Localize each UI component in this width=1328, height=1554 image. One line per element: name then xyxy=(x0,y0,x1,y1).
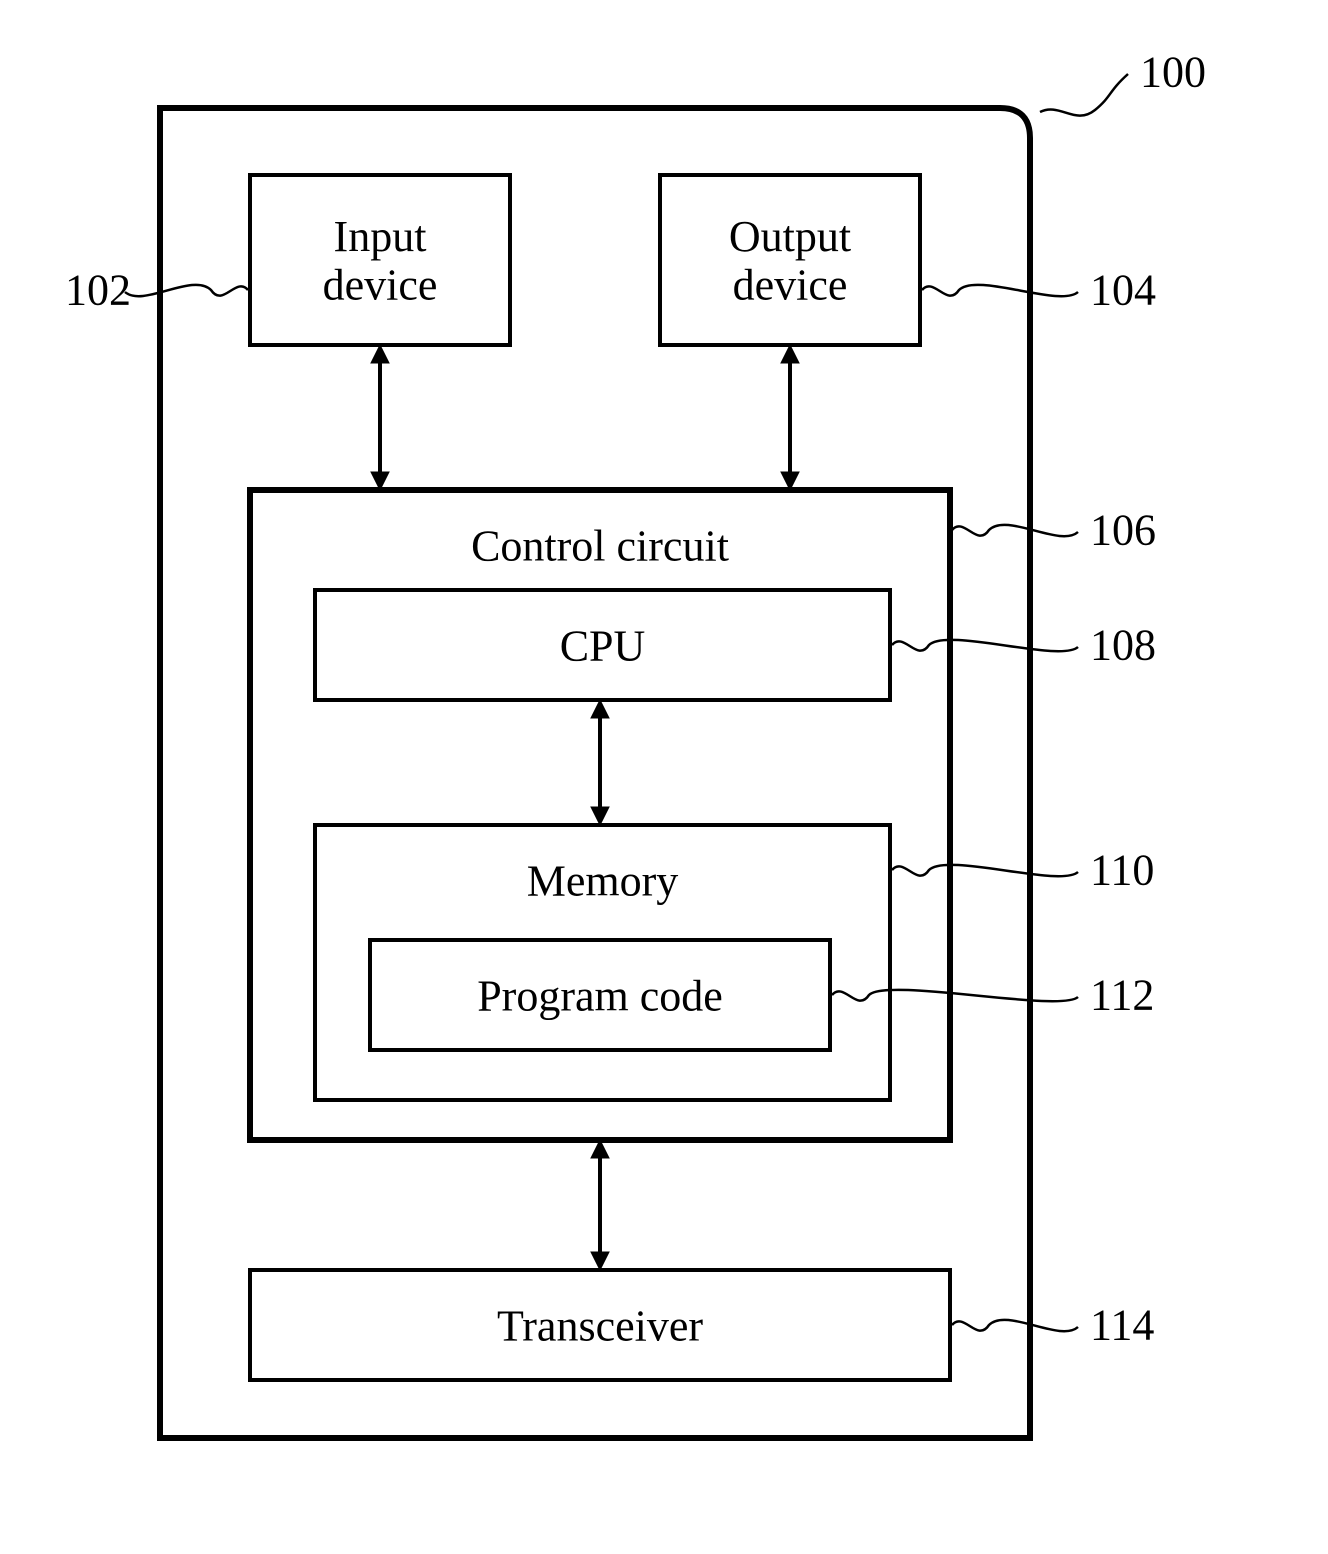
cpu-label: CPU xyxy=(560,621,646,670)
output-label-1: device xyxy=(733,261,848,310)
ref-num-102: 102 xyxy=(65,265,131,314)
program-label: Program code xyxy=(477,971,723,1020)
memory-label: Memory xyxy=(527,856,679,905)
ref-num-104: 104 xyxy=(1090,265,1156,314)
ref-num-112: 112 xyxy=(1090,970,1154,1019)
control-label: Control circuit xyxy=(471,521,729,570)
ref-num-108: 108 xyxy=(1090,620,1156,669)
ref-lead-100 xyxy=(1040,74,1128,116)
input-label-1: device xyxy=(323,261,438,310)
output-label-0: Output xyxy=(729,212,851,261)
ref-num-114: 114 xyxy=(1090,1300,1154,1349)
input-label-0: Input xyxy=(334,212,427,261)
ref-num-110: 110 xyxy=(1090,845,1154,894)
ref-num-106: 106 xyxy=(1090,505,1156,554)
ref-num-100: 100 xyxy=(1140,47,1206,96)
transceiver-label: Transceiver xyxy=(497,1301,703,1350)
